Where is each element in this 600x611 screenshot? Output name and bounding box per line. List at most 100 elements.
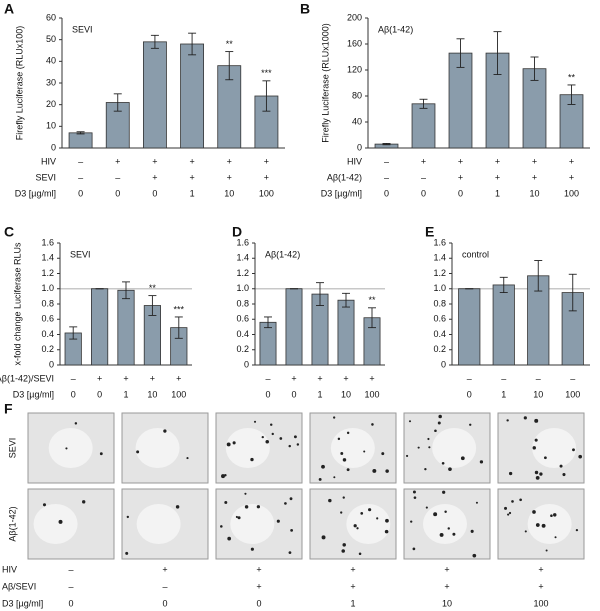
micrograph-region [422, 504, 467, 544]
stained-cell [532, 510, 536, 514]
stained-cell [271, 432, 274, 436]
stained-cell [136, 450, 140, 454]
y-tick-label: 0.6 [433, 314, 446, 324]
stained-cell [321, 535, 326, 540]
micrograph-region [527, 504, 572, 544]
error-bar [456, 38, 465, 68]
condition-cell: + [256, 564, 261, 574]
stained-cell [506, 419, 509, 422]
condition-cell: – [570, 373, 575, 383]
condition-cell: + [97, 373, 102, 383]
micrograph-region [48, 428, 93, 468]
stained-cell [74, 422, 78, 425]
condition-cell: 0 [421, 188, 426, 198]
y-tick-label: 80 [352, 90, 362, 100]
y-tick-label: 1.4 [41, 253, 54, 263]
condition-cell: 0 [467, 389, 472, 399]
plot-title: SEVI [72, 24, 93, 34]
stained-cell [333, 416, 336, 419]
significance: ** [226, 39, 234, 49]
significance: *** [174, 304, 185, 314]
y-tick-label: 10 [46, 121, 56, 131]
stained-cell [235, 515, 238, 518]
stained-cell [523, 416, 527, 420]
error-bar [419, 98, 428, 109]
y-tick-label: 0.6 [236, 314, 249, 324]
y-axis-label: Firefly Luciferase (RLUx100) [14, 26, 24, 141]
error-bar [316, 282, 324, 306]
condition-cell: – [467, 373, 472, 383]
stained-cell [535, 476, 540, 480]
micrograph [403, 488, 491, 560]
stained-cell [437, 421, 441, 425]
condition-cell: 10 [147, 389, 157, 399]
stained-cell [372, 468, 377, 473]
stained-cell [553, 513, 557, 517]
micrograph [309, 488, 397, 560]
stained-cell [265, 439, 269, 444]
stained-cell [439, 532, 444, 537]
condition-cell: + [444, 581, 449, 591]
condition-cell: – [78, 172, 83, 182]
plot-title: Aβ(1-42) [378, 24, 413, 34]
condition-cell: 1 [317, 389, 322, 399]
y-tick-label: 1.6 [236, 237, 249, 247]
error-bar [148, 295, 157, 316]
condition-cell: + [227, 172, 232, 182]
condition-label: D3 [µg/ml] [2, 598, 43, 608]
y-tick-label: 1.6 [41, 237, 54, 247]
condition-cell: – [68, 564, 73, 574]
error-bar [113, 93, 122, 112]
y-tick-label: 0.6 [41, 314, 54, 324]
y-axis-label: x-fold change Luciferase RLUs [12, 242, 22, 366]
condition-cell: + [227, 156, 232, 166]
condition-cell: + [264, 172, 269, 182]
stained-cell [337, 437, 341, 441]
stained-cell [224, 500, 228, 504]
error-bar [69, 326, 78, 340]
stained-cell [534, 418, 539, 423]
stained-cell [341, 549, 345, 553]
stained-cell [244, 505, 249, 509]
condition-cell: – [265, 373, 270, 383]
stained-cell [544, 456, 547, 460]
condition-cell: + [150, 373, 155, 383]
condition-cell: 0 [78, 188, 83, 198]
stained-cell [452, 532, 456, 536]
stained-cell [559, 464, 563, 468]
significance: ** [568, 72, 576, 82]
error-bar [568, 273, 577, 312]
condition-cell: + [317, 373, 322, 383]
panel-letter: A [4, 1, 14, 17]
stained-cell [250, 547, 254, 551]
stained-cell [342, 543, 346, 547]
bar [458, 288, 481, 366]
condition-cell: + [350, 564, 355, 574]
condition-cell: 1 [123, 389, 128, 399]
plot-title: SEVI [70, 249, 91, 259]
condition-cell: + [538, 581, 543, 591]
y-axis-label: Firefly Luciferase (RLUx1000) [320, 23, 330, 143]
stained-cell [572, 448, 575, 452]
stained-cell [289, 497, 293, 501]
y-tick-label: 1.4 [433, 253, 446, 263]
stained-cell [508, 511, 512, 515]
error-bar [534, 260, 543, 292]
stained-cell [360, 512, 364, 515]
y-tick-label: 1.6 [433, 237, 446, 247]
error-bar [530, 56, 539, 81]
stained-cell [438, 414, 442, 419]
condition-cell: 100 [171, 389, 186, 399]
y-tick-label: 40 [46, 56, 56, 66]
micrograph-region [330, 428, 375, 468]
micrograph [215, 488, 303, 560]
stained-cell [163, 429, 167, 433]
stained-cell [442, 490, 446, 494]
stained-cell [534, 470, 539, 475]
condition-label: Aβ(1-42)/SEVI [0, 373, 54, 383]
bar [117, 289, 135, 366]
condition-cell: 1 [350, 598, 355, 608]
stained-cell [433, 512, 438, 517]
condition-cell: – [68, 581, 73, 591]
bar [142, 41, 167, 149]
